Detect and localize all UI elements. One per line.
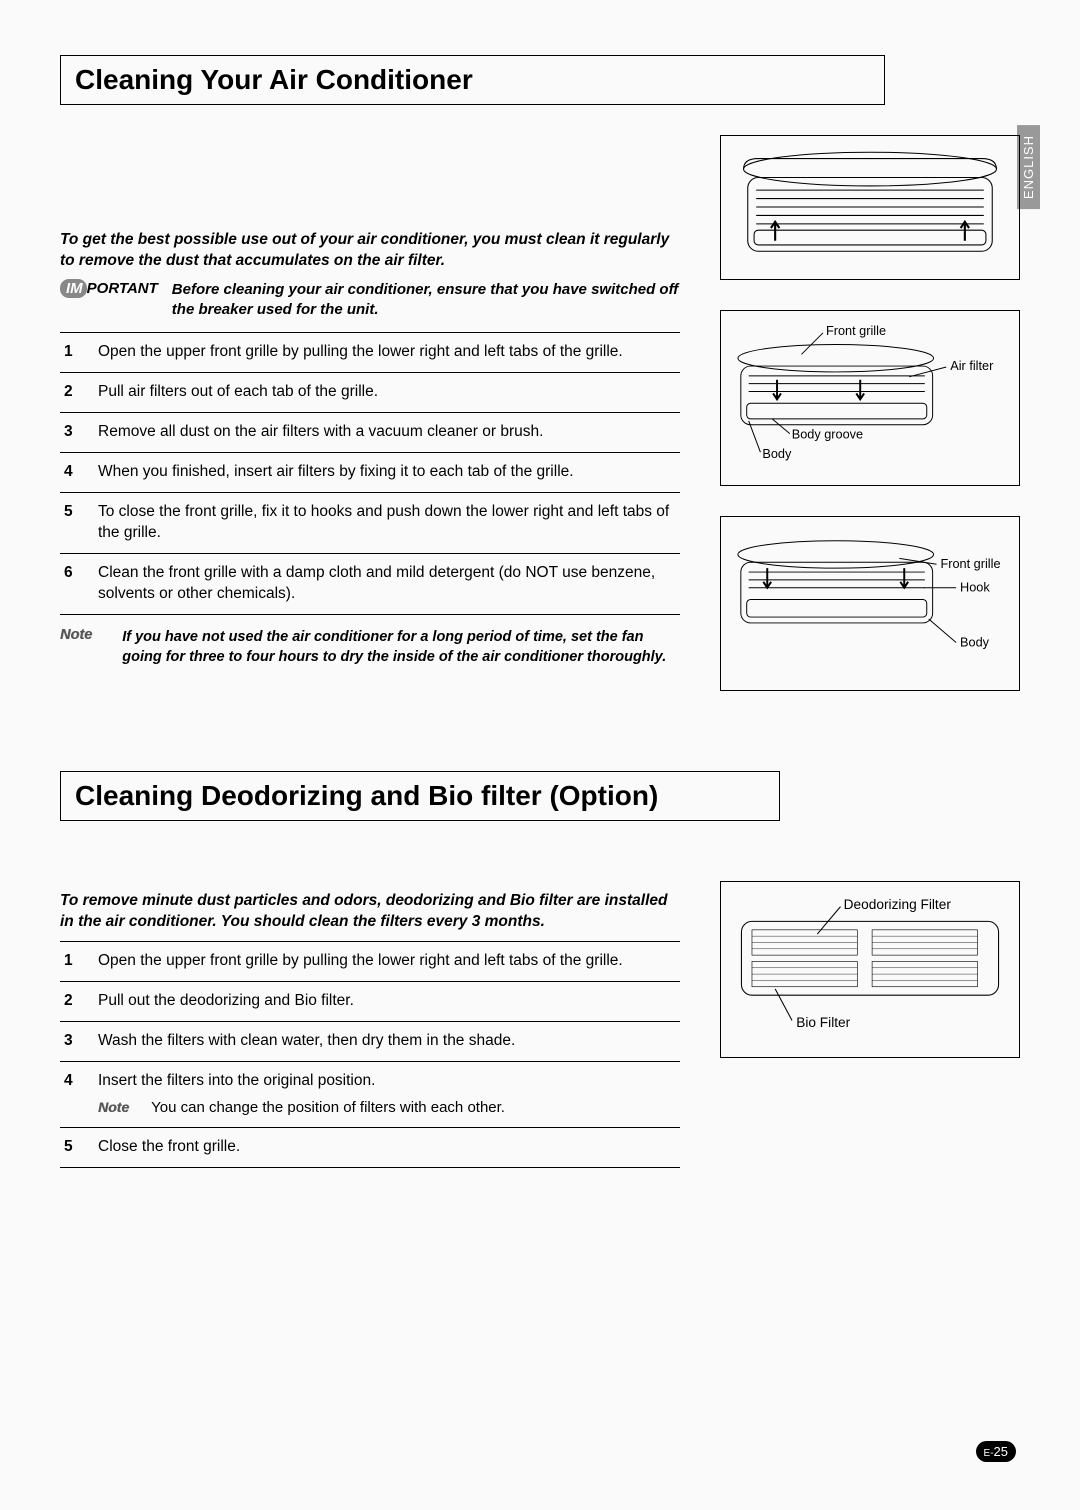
section1-intro: To get the best possible use out of your…	[60, 230, 680, 272]
ac-hook-icon: Front grille Hook Body	[733, 529, 1007, 676]
section1-note: Note If you have not used the air condit…	[60, 627, 680, 668]
step-item: 3Wash the filters with clean water, then…	[60, 1022, 680, 1062]
step-text: Pull out the deodorizing and Bio filter.	[98, 991, 354, 1012]
section2-intro: To remove minute dust particles and odor…	[60, 891, 680, 933]
step-text: Close the front grille.	[98, 1137, 240, 1158]
important-label: IMPORTANT	[60, 280, 158, 297]
step-item: 1Open the upper front grille by pulling …	[60, 333, 680, 373]
step-text: When you finished, insert air filters by…	[98, 462, 574, 483]
svg-text:Body: Body	[960, 634, 990, 649]
note-label: Note	[98, 1098, 129, 1118]
step-item: 5Close the front grille.	[60, 1128, 680, 1168]
bio-filter-icon: Deodorizing Filter	[733, 894, 1007, 1042]
step-text: Remove all dust on the air filters with …	[98, 422, 543, 443]
diagram-hook-labels: Front grille Hook Body	[720, 516, 1020, 692]
step-item: 1Open the upper front grille by pulling …	[60, 942, 680, 982]
note-text: If you have not used the air conditioner…	[122, 627, 680, 668]
step-item: 2Pull out the deodorizing and Bio filter…	[60, 982, 680, 1022]
step-text: Open the upper front grille by pulling t…	[98, 951, 623, 972]
language-tab: ENGLISH	[1017, 125, 1040, 209]
svg-text:Body: Body	[762, 446, 792, 461]
svg-text:Bio Filter: Bio Filter	[796, 1015, 850, 1030]
svg-text:Hook: Hook	[960, 579, 990, 594]
step-text: Wash the filters with clean water, then …	[98, 1031, 515, 1052]
section1-title-box: Cleaning Your Air Conditioner	[60, 55, 885, 105]
section1-title: Cleaning Your Air Conditioner	[75, 64, 870, 96]
svg-text:Front grille: Front grille	[826, 323, 886, 338]
section2-steps: 1Open the upper front grille by pulling …	[60, 941, 680, 1168]
svg-text:Air filter: Air filter	[950, 358, 994, 373]
important-row: IMPORTANT Before cleaning your air condi…	[60, 280, 680, 321]
note-label: Note	[60, 627, 92, 668]
page-number-badge: E-25	[976, 1441, 1016, 1462]
step-text: Insert the filters into the original pos…	[98, 1072, 375, 1089]
step-item: 4 Insert the filters into the original p…	[60, 1062, 680, 1128]
step-text: Clean the front grille with a damp cloth…	[98, 563, 676, 605]
diagram-open-grille	[720, 135, 1020, 280]
step4-note: Note You can change the position of filt…	[98, 1098, 676, 1118]
section2-title-box: Cleaning Deodorizing and Bio filter (Opt…	[60, 771, 780, 821]
note-text: You can change the position of filters w…	[151, 1098, 505, 1118]
section1-steps: 1Open the upper front grille by pulling …	[60, 332, 680, 614]
diagram-filter-labels: Front grille Air filter Body groove Body	[720, 310, 1020, 486]
important-text: Before cleaning your air conditioner, en…	[172, 280, 680, 321]
step-text: Pull air filters out of each tab of the …	[98, 382, 378, 403]
svg-text:Front grille: Front grille	[940, 556, 1000, 571]
step-item: 3Remove all dust on the air filters with…	[60, 413, 680, 453]
step-text: Open the upper front grille by pulling t…	[98, 342, 623, 363]
section2-title: Cleaning Deodorizing and Bio filter (Opt…	[75, 780, 765, 812]
step-item: 4When you finished, insert air filters b…	[60, 453, 680, 493]
step-text: To close the front grille, fix it to hoo…	[98, 502, 676, 544]
step-item: 6Clean the front grille with a damp clot…	[60, 554, 680, 615]
ac-unit-icon	[733, 148, 1007, 264]
diagram-bio-filter: Deodorizing Filter	[720, 881, 1020, 1058]
svg-text:Body groove: Body groove	[792, 426, 863, 441]
svg-text:Deodorizing Filter: Deodorizing Filter	[844, 897, 952, 912]
step-item: 5To close the front grille, fix it to ho…	[60, 493, 680, 554]
ac-filter-icon: Front grille Air filter Body groove Body	[733, 323, 1007, 470]
step-item: 2Pull air filters out of each tab of the…	[60, 373, 680, 413]
